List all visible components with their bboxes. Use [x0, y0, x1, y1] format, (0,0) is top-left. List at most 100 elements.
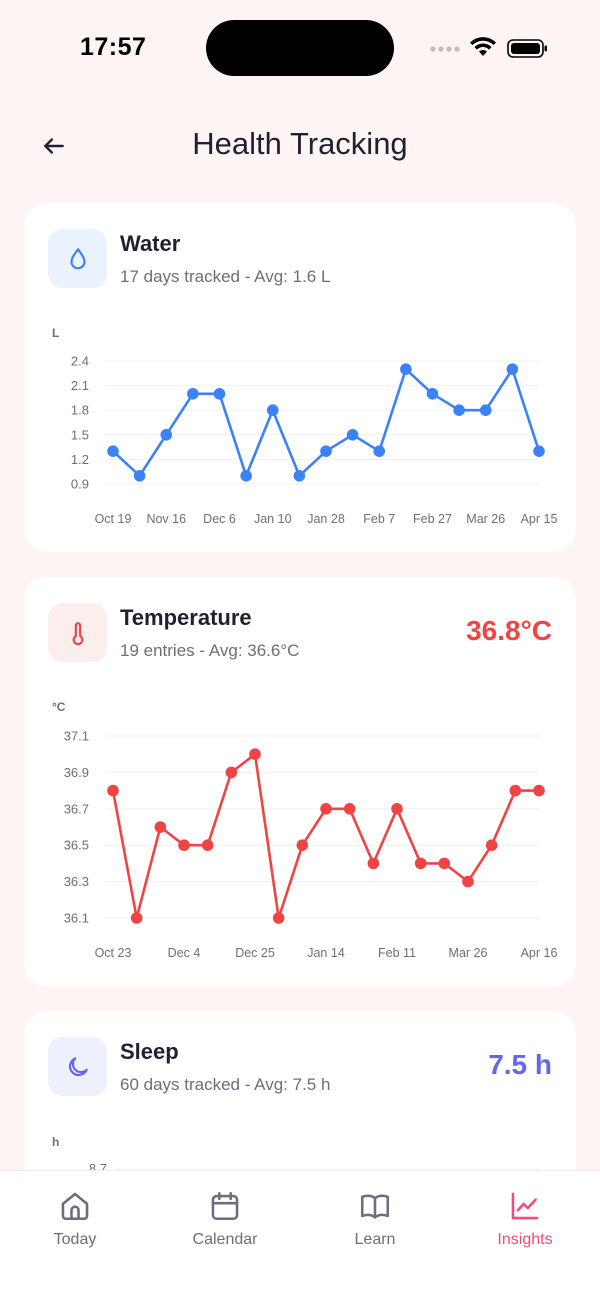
- sleep-current-value: 7.5 h: [488, 1049, 552, 1080]
- nav-calendar[interactable]: Calendar: [165, 1189, 285, 1259]
- water-data-point: [107, 445, 119, 457]
- temperature-y-tick: 37.1: [64, 729, 89, 744]
- water-data-point: [293, 470, 306, 482]
- temperature-data-point: [225, 766, 238, 779]
- page-header: Health Tracking: [0, 110, 600, 180]
- water-y-tick: 2.4: [71, 354, 89, 369]
- temperature-x-tick: Mar 26: [449, 946, 488, 960]
- temperature-data-point: [107, 784, 119, 797]
- signal-icon: [430, 46, 460, 52]
- thermometer-icon: [72, 621, 83, 645]
- water-chart: L 2.4 2.1 1.8 1.5 1.2 0.9 Oct 19 Nov 16 Dec 6 Jan …: [52, 326, 558, 526]
- temperature-data-point: [154, 821, 167, 833]
- water-data-point: [266, 404, 279, 416]
- water-y-tick: 0.9: [71, 477, 89, 492]
- temperature-x-tick: Feb 11: [378, 946, 416, 960]
- temperature-data-point: [343, 803, 356, 815]
- temperature-x-tick: Oct 23: [95, 946, 132, 960]
- water-data-point: [533, 445, 545, 457]
- water-icon-tile: [48, 229, 107, 288]
- nav-label-insights: Insights: [497, 1231, 553, 1248]
- temperature-data-point: [320, 803, 332, 815]
- water-data-point: [187, 388, 199, 400]
- back-button[interactable]: [36, 128, 72, 164]
- water-data-point: [453, 404, 465, 416]
- sleep-subtitle: 60 days tracked - Avg: 7.5 h: [120, 1075, 331, 1094]
- wifi-icon: [470, 37, 496, 56]
- status-time: 17:57: [80, 33, 147, 61]
- water-data-point: [133, 470, 146, 482]
- water-data-point: [240, 470, 252, 482]
- temperature-x-tick: Jan 14: [307, 946, 345, 960]
- temperature-series-line: [111, 752, 541, 920]
- water-data-point: [373, 445, 386, 457]
- water-data-point: [320, 445, 332, 457]
- water-x-tick: Dec 6: [203, 512, 236, 526]
- temperature-title: Temperature: [120, 605, 252, 630]
- page-title: Health Tracking: [192, 126, 408, 161]
- water-data-point: [160, 429, 173, 441]
- water-y-tick: 1.8: [71, 403, 89, 418]
- nav-learn[interactable]: Learn: [315, 1189, 435, 1259]
- temperature-x-tick: Dec 4: [168, 946, 201, 960]
- water-x-tick: Jan 28: [307, 512, 345, 526]
- temperature-data-point: [296, 839, 309, 851]
- bottom-nav: Today Calendar Learn Insights: [0, 1170, 600, 1305]
- water-x-tick: Feb 27: [413, 512, 452, 526]
- temperature-data-point: [414, 857, 427, 870]
- sleep-unit-label: h: [52, 1135, 59, 1149]
- water-data-point: [400, 363, 412, 375]
- temperature-card[interactable]: Temperature 19 entries - Avg: 36.6°C 36.…: [24, 577, 576, 986]
- nav-today[interactable]: Today: [15, 1189, 135, 1259]
- temperature-icon-tile: [48, 603, 107, 662]
- temperature-data-point: [272, 912, 285, 924]
- water-data-point: [426, 388, 439, 400]
- home-icon: [61, 1192, 89, 1221]
- temperature-x-tick: Dec 25: [235, 946, 275, 960]
- water-x-tick: Oct 19: [95, 512, 132, 526]
- water-y-tick: 1.2: [71, 452, 89, 467]
- arrow-left-icon: [44, 138, 64, 154]
- temperature-data-point: [178, 839, 190, 851]
- book-icon: [360, 1194, 390, 1219]
- temperature-data-point: [485, 839, 498, 851]
- sleep-title: Sleep: [120, 1039, 179, 1064]
- chart-line-icon: [511, 1192, 539, 1220]
- temperature-y-tick: 36.9: [64, 765, 89, 780]
- water-x-tick: Mar 26: [466, 512, 505, 526]
- status-icons: [430, 37, 547, 58]
- temperature-data-point: [367, 857, 380, 870]
- water-title: Water: [120, 231, 181, 256]
- droplet-icon: [69, 247, 86, 269]
- nav-label-calendar: Calendar: [192, 1231, 258, 1248]
- water-x-tick: Nov 16: [146, 512, 186, 526]
- temperature-data-point: [462, 875, 474, 888]
- temperature-data-point: [438, 857, 451, 870]
- sleep-icon-tile: [48, 1037, 107, 1096]
- water-unit-label: L: [52, 326, 59, 340]
- battery-icon: [507, 39, 547, 58]
- nav-insights[interactable]: Insights: [465, 1189, 585, 1259]
- water-card[interactable]: Water 17 days tracked - Avg: 1.6 L L 2.4 2…: [24, 203, 576, 552]
- water-data-point: [479, 404, 492, 416]
- temperature-data-point: [391, 803, 403, 815]
- temperature-data-point: [509, 784, 522, 797]
- water-data-point: [213, 388, 226, 400]
- water-x-tick: Jan 10: [254, 512, 292, 526]
- moon-icon: [68, 1056, 88, 1076]
- water-data-point: [346, 429, 359, 441]
- calendar-icon: [211, 1191, 239, 1221]
- water-y-tick: 1.5: [71, 427, 89, 442]
- water-data-point: [506, 363, 519, 375]
- temperature-data-point: [201, 839, 214, 851]
- temperature-data-point: [249, 748, 261, 760]
- status-bar: 17:57: [0, 0, 600, 96]
- water-x-tick: Feb 7: [363, 512, 395, 526]
- water-x-tick: Apr 15: [521, 512, 558, 526]
- temperature-current-value: 36.8°C: [466, 615, 552, 646]
- temperature-chart: °C 37.1 36.9 36.7 36.5 36.3 36.1 Oct 23 Dec 4 Dec…: [52, 700, 557, 960]
- dynamic-island: [206, 20, 394, 76]
- temperature-y-tick: 36.5: [64, 838, 89, 853]
- temperature-data-point: [130, 912, 143, 924]
- nav-label-today: Today: [53, 1231, 97, 1248]
